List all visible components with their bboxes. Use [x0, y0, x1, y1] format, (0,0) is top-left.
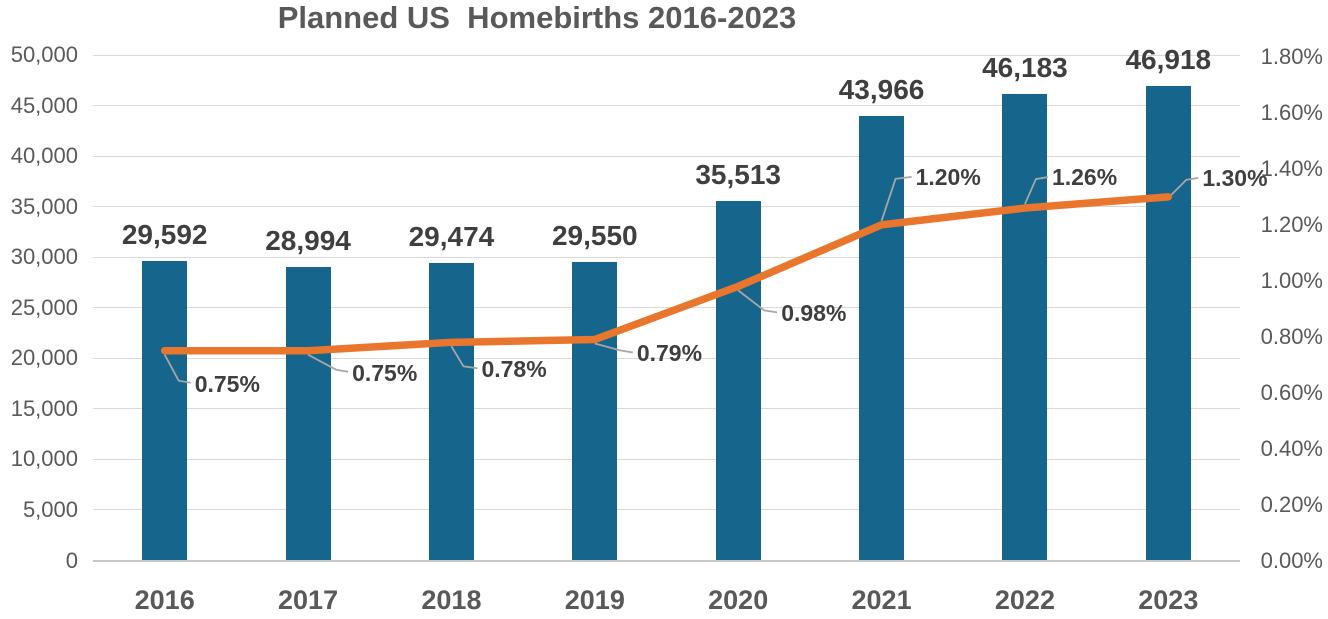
bar-value-label: 46,183	[982, 51, 1068, 83]
x-axis-label-2017: 2017	[278, 585, 339, 615]
x-axis-label-2023: 2023	[1138, 585, 1199, 615]
bar-value-label: 29,474	[408, 220, 495, 252]
right-axis-tick-label: 1.80%	[1260, 44, 1323, 69]
left-axis-tick-label: 50,000	[10, 42, 78, 67]
right-axis-tick-label: 0.40%	[1260, 435, 1323, 461]
bar-2016	[142, 261, 188, 561]
line-point-label: 1.20%	[915, 163, 981, 190]
bar-2019	[572, 261, 618, 561]
line-point-label: 1.30%	[1202, 164, 1268, 191]
line-point-label: 0.79%	[636, 339, 703, 366]
gridline	[93, 509, 1240, 511]
left-axis-tick-label: 45,000	[10, 92, 78, 118]
bar-2017	[285, 267, 331, 561]
x-axis-label-2021: 2021	[851, 585, 912, 615]
left-axis-tick-label: 25,000	[10, 294, 78, 320]
gridline	[93, 307, 1240, 309]
left-axis-tick-label: 10,000	[10, 446, 78, 472]
right-axis-tick-label: 1.60%	[1260, 99, 1323, 125]
line-point-label: 1.26%	[1051, 164, 1118, 191]
gridline	[93, 256, 1240, 258]
gridline	[93, 458, 1240, 460]
x-axis-label-2020: 2020	[708, 585, 769, 615]
bar-value-label: 43,966	[838, 74, 925, 105]
right-axis-tick-label: 1.20%	[1260, 211, 1323, 237]
line-point-label: 0.75%	[352, 359, 418, 386]
gridline	[93, 105, 1240, 107]
bar-2018	[428, 262, 474, 561]
right-axis-tick-label: 0.20%	[1260, 491, 1323, 517]
bar-value-label: 35,513	[695, 159, 781, 191]
right-axis-tick-label: 1.40%	[1260, 155, 1323, 181]
bar-2022	[1002, 93, 1048, 561]
left-axis-tick-label: 30,000	[10, 244, 78, 270]
bar-value-label: 29,592	[121, 219, 208, 251]
bar-value-label: 29,550	[551, 219, 638, 251]
x-axis-label-2019: 2019	[564, 585, 625, 615]
left-axis-tick-label: 15,000	[10, 395, 78, 421]
right-axis-tick-label: 1.00%	[1260, 267, 1323, 293]
gridline	[93, 357, 1240, 359]
right-axis-tick-label: 0.00%	[1260, 547, 1323, 573]
x-axis-label-2016: 2016	[134, 585, 195, 615]
gridline	[93, 206, 1240, 208]
x-axis-label-2022: 2022	[994, 585, 1055, 615]
gridline	[93, 54, 1240, 56]
left-axis-tick-label: 0	[65, 547, 78, 573]
chart-title: Planned US Homebirths 2016-2023	[277, 0, 797, 35]
x-axis-label-2018: 2018	[421, 585, 482, 615]
gridline	[93, 408, 1240, 410]
right-axis-tick-label: 0.60%	[1260, 379, 1323, 405]
left-axis-tick-label: 5,000	[22, 496, 78, 522]
bar-2021	[859, 116, 905, 561]
bar-2020	[715, 201, 761, 561]
line-point-label: 0.98%	[781, 300, 847, 327]
line-point-label: 0.78%	[481, 356, 547, 383]
line-point-label: 0.75%	[194, 370, 260, 397]
left-axis-tick-label: 40,000	[10, 143, 78, 169]
gridline	[93, 155, 1240, 157]
left-axis-tick-label: 35,000	[10, 193, 78, 219]
right-axis-tick-label: 0.80%	[1260, 323, 1323, 349]
bar-value-label: 28,994	[265, 225, 351, 257]
left-axis-tick-label: 20,000	[10, 345, 78, 371]
x-axis-line	[93, 559, 1240, 562]
bar-value-label: 46,918	[1125, 44, 1212, 76]
bar-2023	[1145, 86, 1191, 561]
